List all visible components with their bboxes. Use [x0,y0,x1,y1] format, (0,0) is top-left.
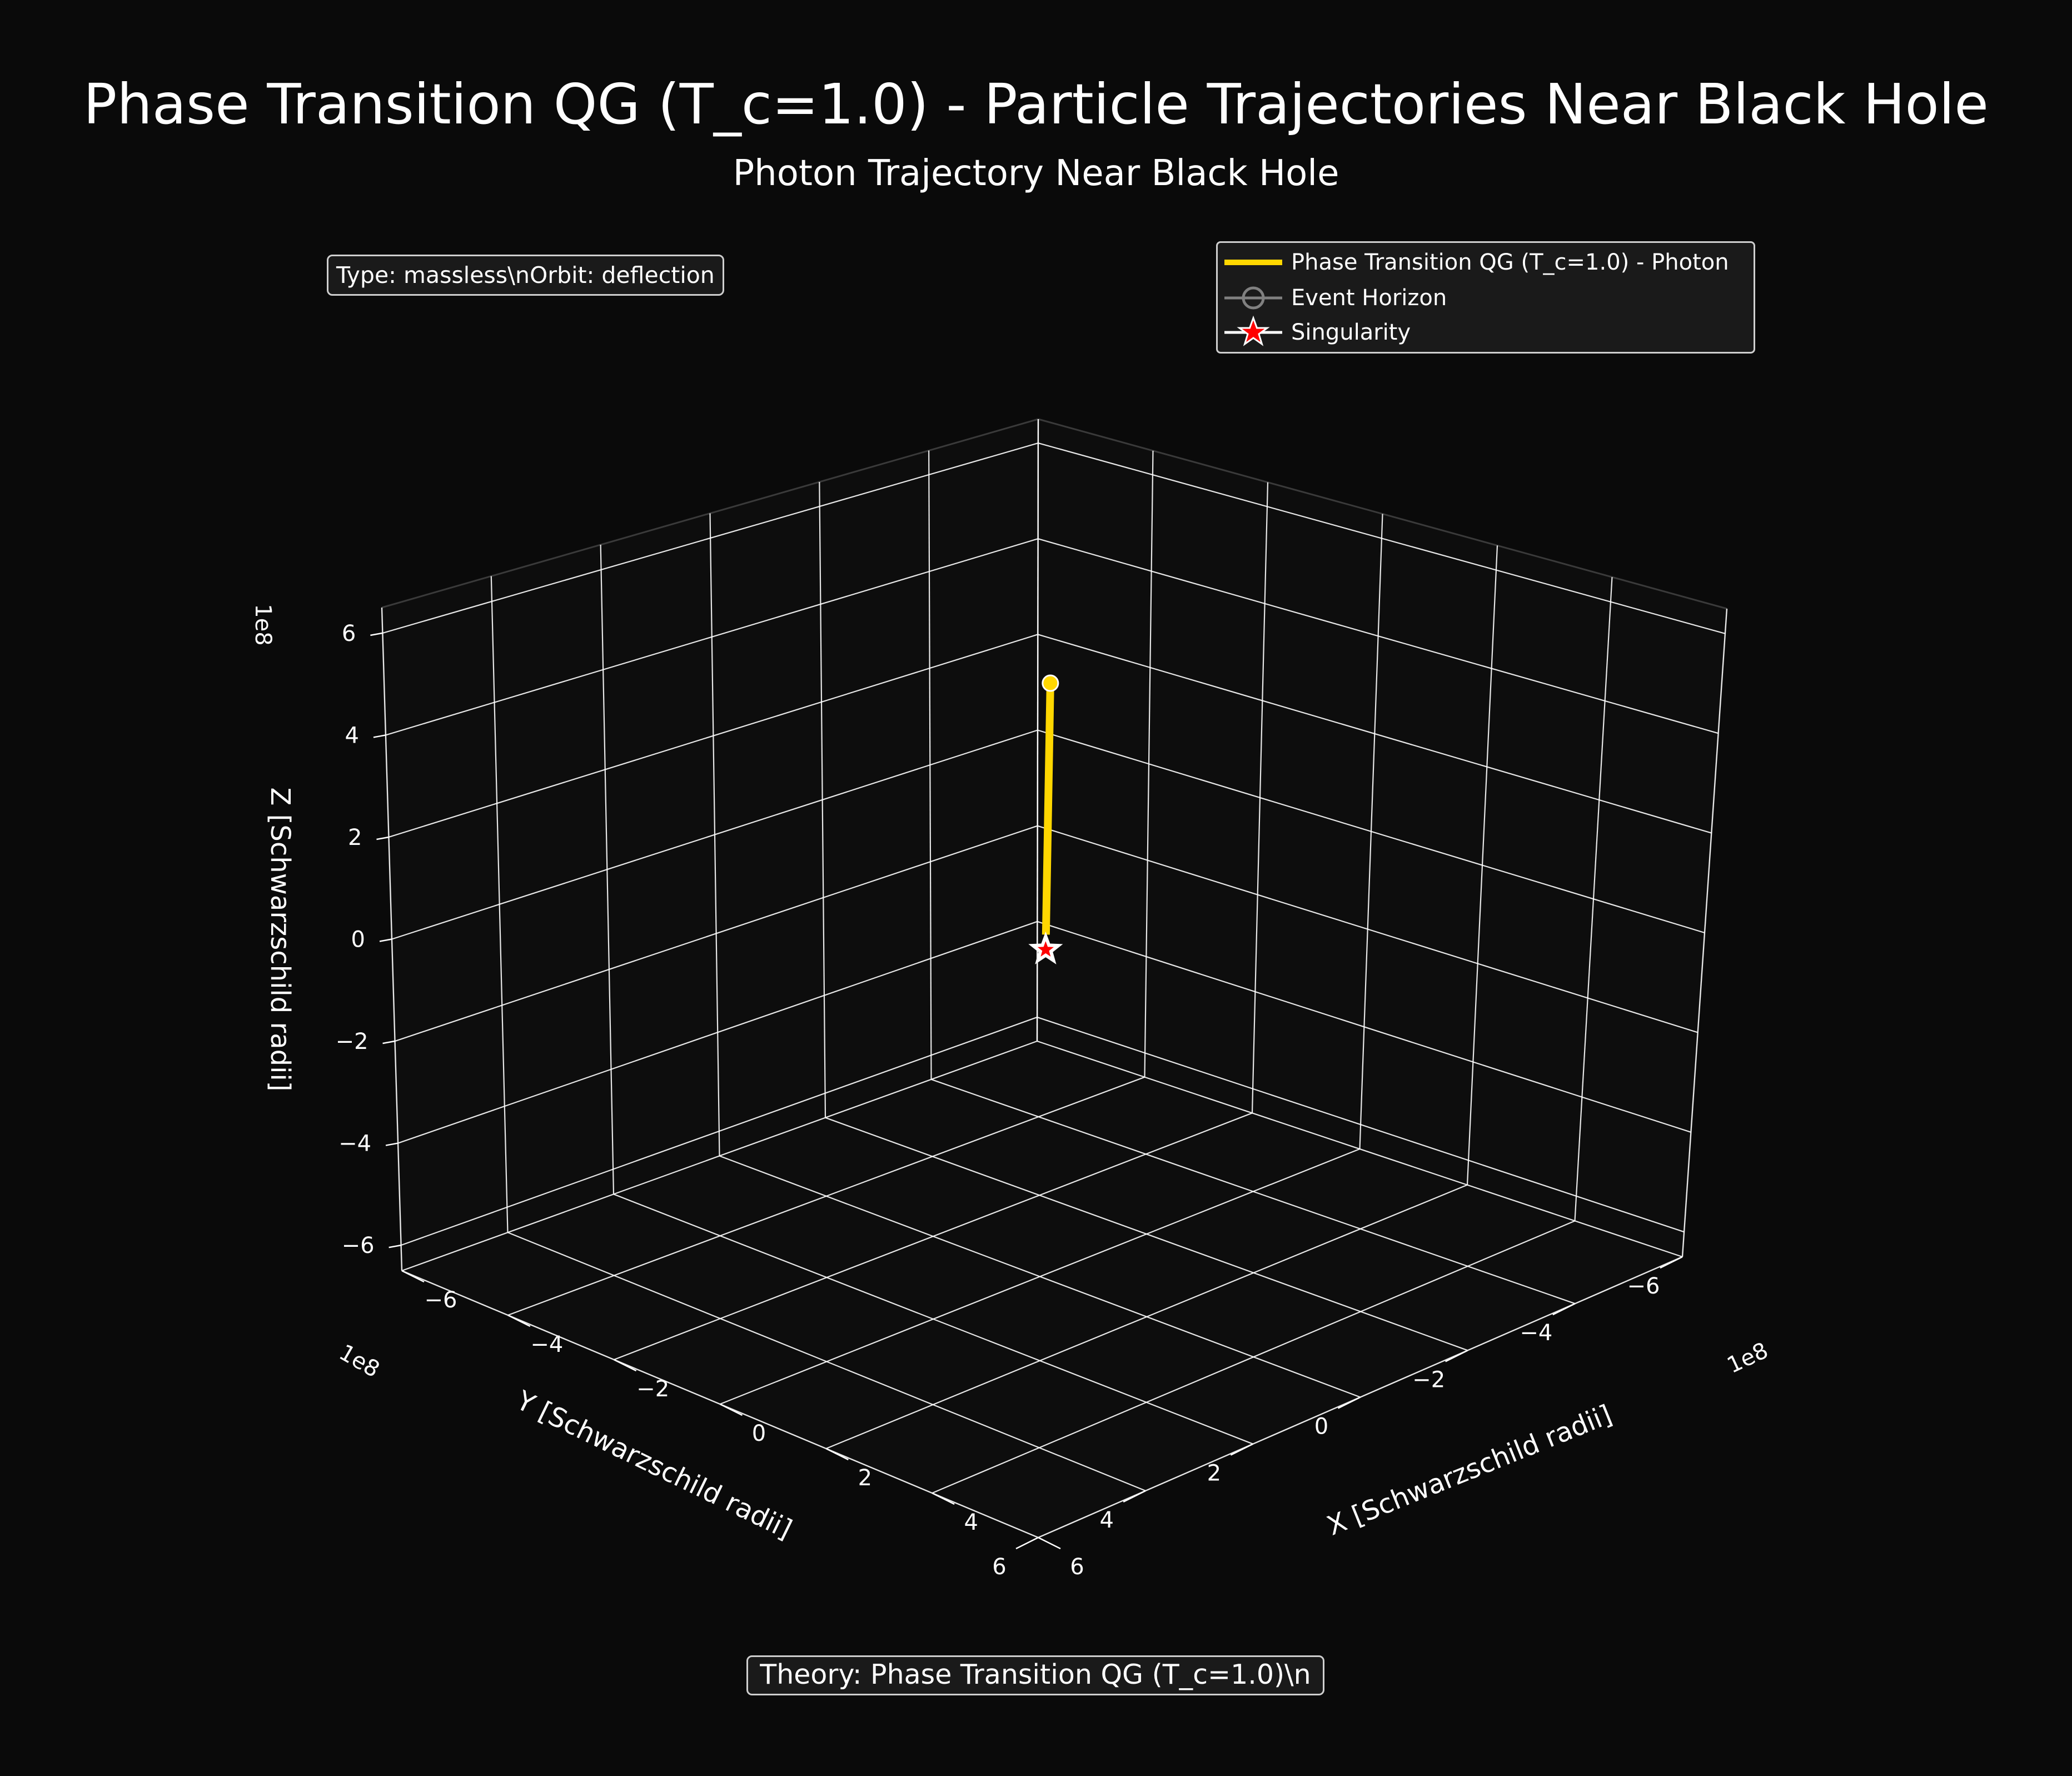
grid-line-wall-xz [1037,634,1712,834]
axis-panes [381,418,1728,1539]
x-tick-mark [614,1359,637,1372]
z-tick-mark [385,1142,399,1146]
x-tick-mark [719,1403,743,1416]
grid-line-wall-yz [395,825,1038,1042]
y-tick-label: −6 [1627,1273,1660,1299]
particle-info-box: Type: massless\nOrbit: deflection [327,255,724,296]
grid-line-floor-y [825,1117,1468,1351]
grid-line-wall-yz [397,921,1038,1144]
grid-line-wall-yz [388,634,1038,838]
trajectory-series [1028,674,1063,964]
y-tick-mark [1660,1256,1683,1269]
singularity-marker [1028,931,1063,964]
x-axis-label: X [Schwarzschild radii] [1323,1399,1616,1542]
z-tick-label: 6 [342,621,356,646]
z-tick-mark [382,1040,395,1044]
z-axis-label: Z [Schwarzschild radii] [265,788,296,1092]
legend-label-event-horizon: Event Horizon [1291,285,1447,311]
y-tick-label: −4 [1520,1320,1552,1346]
legend: Phase Transition QG (T_c=1.0) - Photon E… [1216,241,1755,354]
y-tick-mark [1123,1490,1146,1503]
y-tick-label: 4 [1099,1508,1113,1533]
z-tick-mark [370,632,383,636]
y-tick-mark [1015,1536,1039,1550]
legend-circle-icon [1224,286,1282,310]
x-tick-label: 6 [1070,1554,1084,1580]
grid-line-wall-xz [1038,538,1719,734]
y-tick-label: 2 [1207,1461,1221,1486]
y-tick-mark [1552,1303,1576,1316]
x-tick-label: 0 [752,1421,766,1446]
grid-line-floor-y [507,1232,1146,1491]
y-offset-label: 1e8 [335,1340,383,1383]
z-tick-label: −4 [338,1131,371,1157]
z-tick-label: −2 [336,1029,368,1054]
y-tick-mark [1337,1396,1361,1409]
x-offset-label: 1e8 [1724,1337,1772,1379]
grid-line-floor-y [931,1078,1576,1305]
theory-box: Theory: Phase Transition QG (T_c=1.0)\n [746,1655,1324,1695]
z-tick-mark [376,836,389,840]
y-tick-mark [1445,1350,1468,1362]
pane-xy [402,1041,1682,1538]
y-tick-mark [1230,1443,1253,1456]
grid-line-wall-yz [385,538,1038,736]
y-tick-label: −2 [1412,1367,1445,1392]
grid-line-wall-xz [1038,442,1726,634]
x-tick-mark [507,1314,531,1327]
grid-line-wall-xz [1037,729,1705,934]
legend-item-photon: Phase Transition QG (T_c=1.0) - Photon [1218,245,1754,280]
grid-line-wall-yz [382,442,1039,634]
x-tick-label: −4 [530,1332,563,1357]
z-tick-mark [379,938,392,942]
legend-label-singularity: Singularity [1291,320,1411,345]
legend-line-icon [1224,260,1282,265]
x-tick-label: −6 [425,1287,457,1313]
legend-item-singularity: Singularity [1218,315,1754,350]
grid-line-floor-y [613,1193,1253,1445]
grid-line-wall-xz [1037,1016,1685,1233]
x-tick-mark [932,1492,955,1505]
x-tick-mark [401,1270,425,1283]
z-tick-label: −6 [342,1233,375,1258]
x-tick-label: −2 [636,1376,669,1402]
legend-star-icon [1224,315,1282,346]
y-tick-label: 6 [992,1554,1006,1580]
pane-yz [382,419,1038,1271]
x-tick-label: 4 [964,1510,978,1535]
z-tick-mark [373,734,386,738]
z-tick-label: 0 [351,927,365,953]
chart-title: Photon Trajectory Near Black Hole [733,153,1339,194]
grid-line-wall-xz [1037,921,1691,1133]
y-tick-label: 0 [1314,1414,1328,1440]
x-tick-mark [825,1447,849,1461]
pane-xz [1037,419,1727,1257]
z-tick-label: 2 [348,825,362,850]
legend-item-event-horizon: Event Horizon [1218,281,1754,315]
trajectory-start-marker [1042,674,1059,692]
trajectory-line [1042,683,1054,935]
grid-line-wall-yz [391,729,1038,940]
legend-label-photon: Phase Transition QG (T_c=1.0) - Photon [1291,250,1729,275]
x-tick-mark [1038,1536,1061,1550]
grid-line-wall-yz [401,1016,1038,1246]
grid-line-wall-xz [1037,825,1699,1033]
x-tick-label: 2 [858,1465,872,1491]
z-offset-label: 1e8 [250,604,276,646]
figure-title: Phase Transition QG (T_c=1.0) - Particle… [83,72,1989,137]
z-tick-mark [388,1244,401,1248]
z-tick-label: 4 [345,723,358,748]
grid-line-floor-y [719,1155,1361,1398]
